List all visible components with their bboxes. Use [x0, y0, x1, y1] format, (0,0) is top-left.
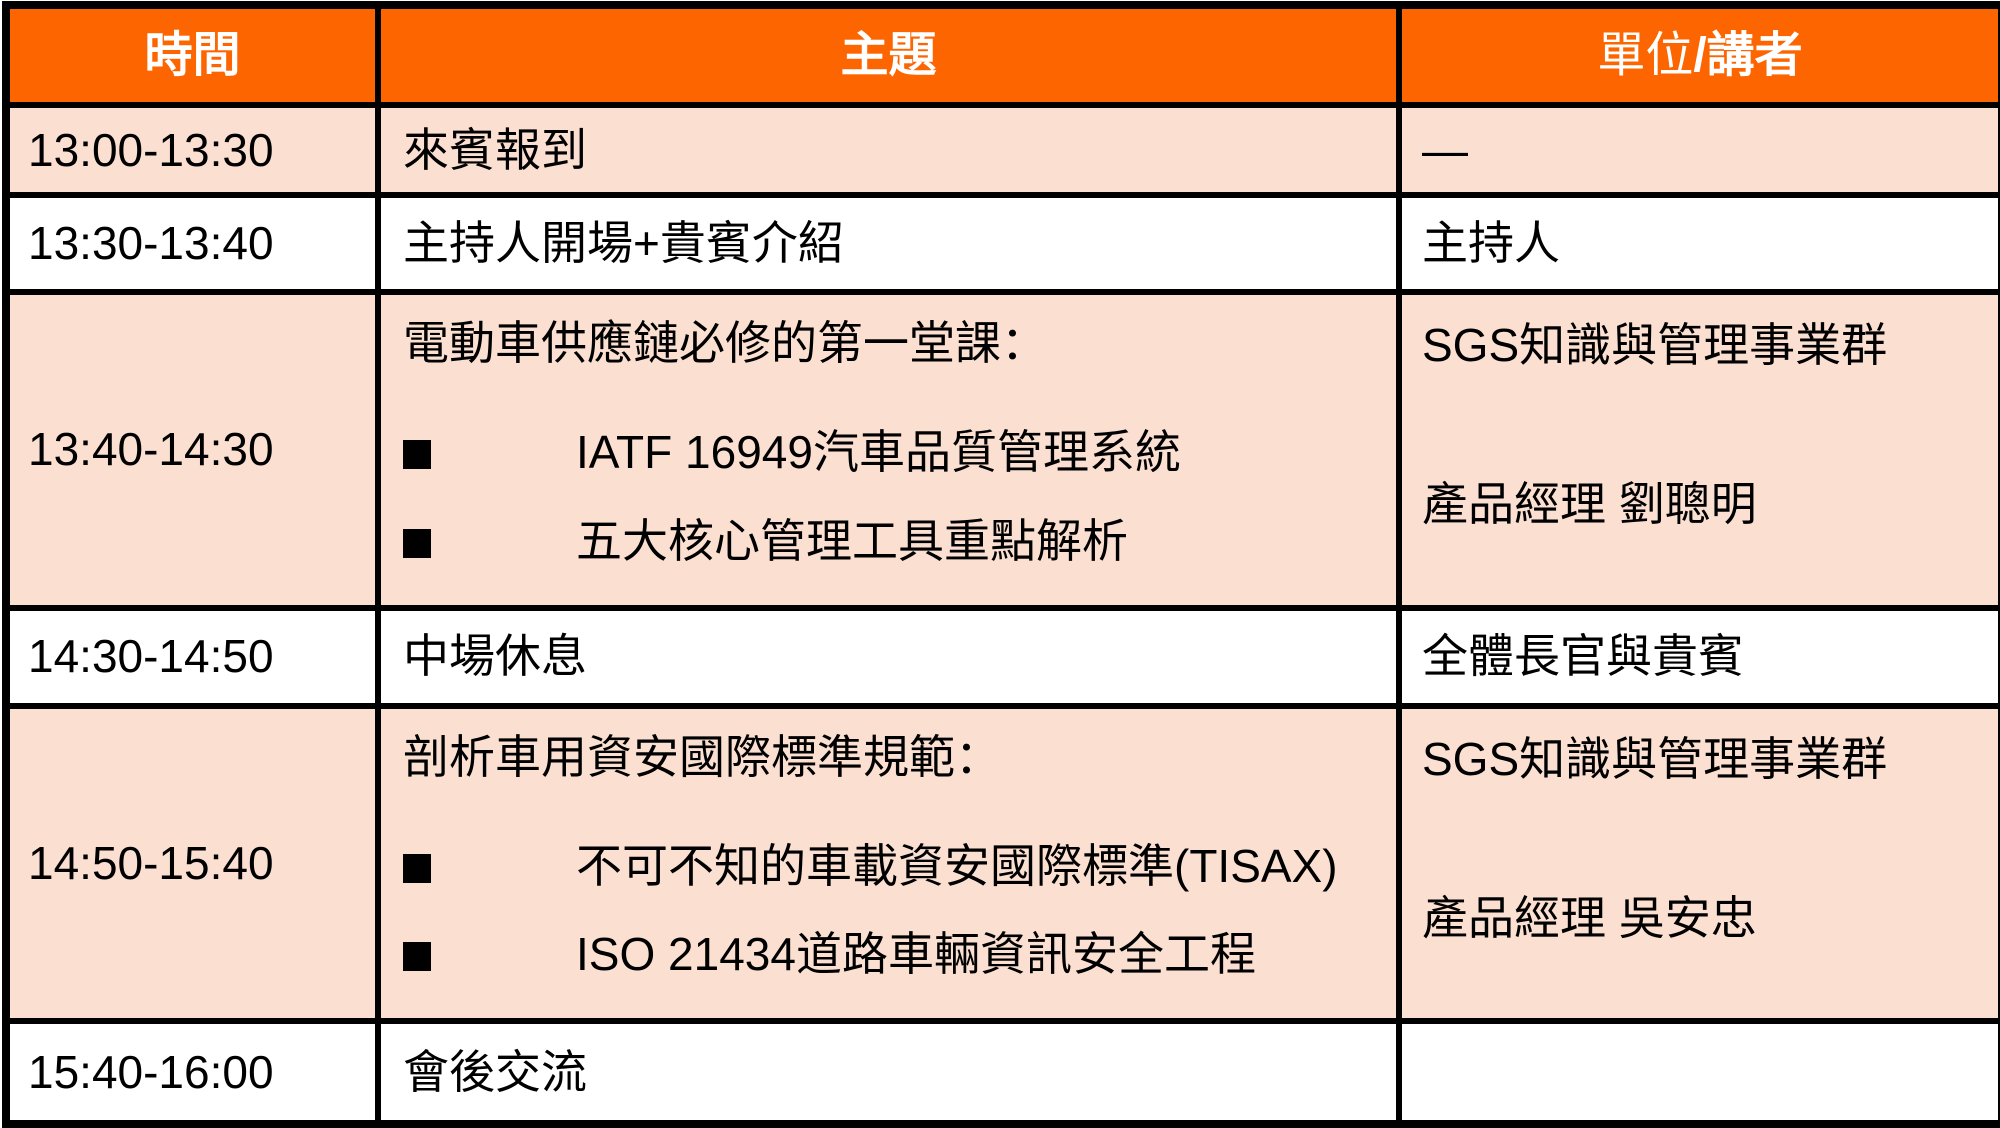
- time-cell: 13:40-14:30: [3, 289, 381, 611]
- bullet-item: 五大核心管理工具重點解析: [403, 514, 1393, 568]
- time-cell: 14:30-14:50: [3, 604, 381, 709]
- bullet-text: ISO 21434道路車輛資訊安全工程: [576, 928, 1256, 981]
- bullet-text: IATF 16949汽車品質管理系統: [576, 425, 1181, 478]
- speaker-cell: [1396, 1018, 2000, 1128]
- header-topic-label: 主題: [840, 28, 937, 82]
- bullet-text: 不可不知的車載資安國際標準(TISAX): [576, 839, 1338, 892]
- time-cell: 14:50-15:40: [3, 702, 381, 1025]
- speaker-unit: SGS知識與管理事業群: [1422, 319, 1888, 371]
- topic-text: 主持人開場+貴賓介紹: [403, 217, 844, 270]
- bullet-square-icon: [403, 439, 431, 469]
- bullet-text: 五大核心管理工具重點解析: [576, 514, 1128, 567]
- topic-cell: 剖析車用資安國際標準規範： 不可不知的車載資安國際標準(TISAX) ISO 2…: [375, 702, 1402, 1025]
- bullet-item: 不可不知的車載資安國際標準(TISAX): [403, 839, 1393, 893]
- table-row-break: 14:30-14:50 中場休息 全體長官與貴賓: [3, 604, 2000, 709]
- topic-cell: 會後交流: [375, 1018, 1402, 1128]
- topic-cell: 電動車供應鏈必修的第一堂課： IATF 16949汽車品質管理系統 五大核心管理…: [375, 289, 1402, 611]
- speaker-text: 全體長官與貴賓: [1422, 630, 1744, 683]
- topic-text: 中場休息: [403, 630, 587, 683]
- speaker-cell: SGS知識與管理事業群 產品經理 劉聰明: [1396, 289, 2000, 611]
- table-row-iatf-session: 13:40-14:30 電動車供應鏈必修的第一堂課： IATF 16949汽車品…: [3, 289, 2000, 611]
- topic-text: 會後交流: [403, 1045, 587, 1098]
- speaker-text: —: [1422, 123, 1468, 176]
- header-cell-unit-speaker: 單位/講者: [1396, 2, 2000, 108]
- speaker-name: 產品經理 吳安忠: [1422, 891, 1757, 944]
- header-speaker-label: /講者: [1693, 28, 1803, 82]
- header-row: 時間 主題 單位/講者: [3, 2, 2000, 108]
- table-row-networking: 15:40-16:00 會後交流: [3, 1018, 2000, 1128]
- table-row-opening: 13:30-13:40 主持人開場+貴賓介紹 主持人: [3, 192, 2000, 295]
- header-time-label: 時間: [144, 28, 241, 82]
- time-value: 14:50-15:40: [28, 837, 274, 890]
- time-value: 13:30-13:40: [28, 217, 274, 270]
- bullet-item: ISO 21434道路車輛資訊安全工程: [403, 928, 1393, 981]
- header-cell-topic: 主題: [375, 2, 1402, 108]
- time-value: 15:40-16:00: [28, 1045, 274, 1098]
- bullet-square-icon: [403, 942, 431, 972]
- time-value: 13:00-13:30: [28, 123, 274, 176]
- bullet-item: IATF 16949汽車品質管理系統: [403, 425, 1393, 479]
- speaker-cell: —: [1396, 102, 2000, 198]
- speaker-cell: SGS知識與管理事業群 產品經理 吳安忠: [1396, 702, 2000, 1025]
- table-row-security-session: 14:50-15:40 剖析車用資安國際標準規範： 不可不知的車載資安國際標準(…: [3, 702, 2000, 1025]
- bullet-square-icon: [403, 853, 431, 883]
- time-cell: 13:30-13:40: [3, 192, 381, 295]
- topic-cell: 主持人開場+貴賓介紹: [375, 192, 1402, 295]
- speaker-cell: 全體長官與貴賓: [1396, 604, 2000, 709]
- topic-cell: 來賓報到: [375, 102, 1402, 198]
- speaker-name: 產品經理 劉聰明: [1422, 477, 1757, 530]
- topic-text: 來賓報到: [403, 123, 587, 176]
- topic-title: 電動車供應鏈必修的第一堂課：: [403, 317, 1047, 369]
- header-unit-label: 單位: [1597, 28, 1694, 82]
- topic-title: 剖析車用資安國際標準規範：: [403, 730, 1001, 783]
- speaker-unit: SGS知識與管理事業群: [1422, 732, 1888, 785]
- table-row-registration: 13:00-13:30 來賓報到 —: [3, 102, 2000, 198]
- speaker-cell: 主持人: [1396, 192, 2000, 295]
- topic-cell: 中場休息: [375, 604, 1402, 709]
- time-cell: 13:00-13:30: [3, 102, 381, 198]
- header-cell-time: 時間: [3, 2, 381, 108]
- time-value: 14:30-14:50: [28, 630, 274, 683]
- time-cell: 15:40-16:00: [3, 1018, 381, 1128]
- bullet-square-icon: [403, 528, 431, 558]
- speaker-text: 主持人: [1422, 217, 1560, 270]
- time-value: 13:40-14:30: [28, 423, 274, 476]
